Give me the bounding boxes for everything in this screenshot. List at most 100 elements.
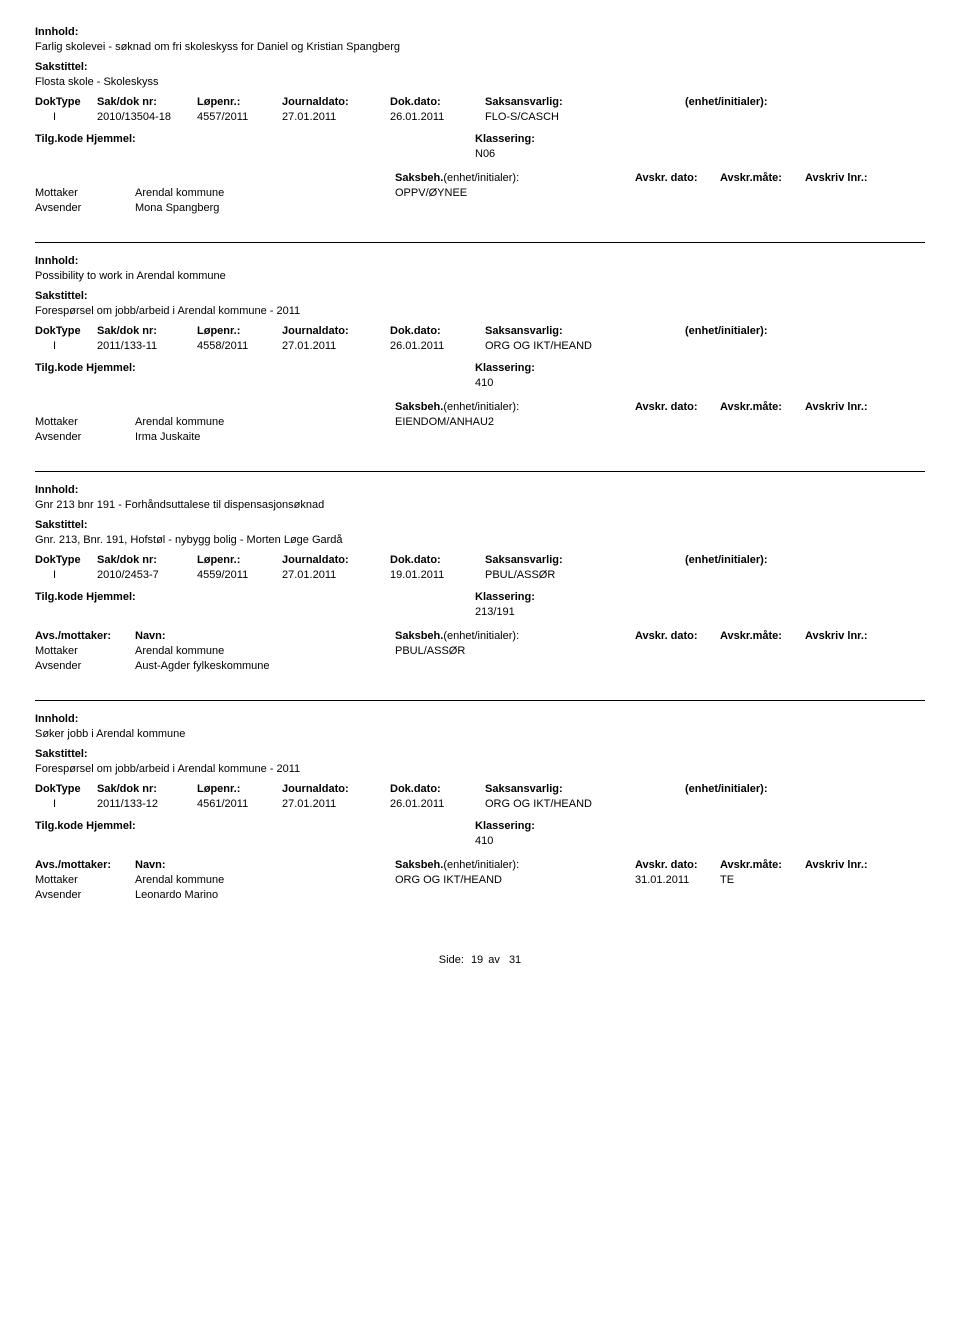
- doc-data-cell: 4557/2011: [197, 111, 282, 123]
- sakstittel-text: Flosta skole - Skoleskyss: [35, 76, 925, 88]
- party-cell: PBUL/ASSØR: [395, 645, 635, 657]
- party-cell: Mottaker: [35, 187, 135, 199]
- footer-side-label: Side:: [439, 954, 464, 966]
- party-row: MottakerArendal kommunePBUL/ASSØR: [35, 645, 925, 657]
- doc-data-cell: FLO-S/CASCH: [485, 111, 685, 123]
- party-cell: EIENDOM/ANHAU2: [395, 416, 635, 428]
- doc-header-cell: Saksansvarlig:: [485, 96, 685, 108]
- doc-data-cell: 4558/2011: [197, 340, 282, 352]
- record: Innhold:Søker jobb i Arendal kommuneSaks…: [35, 713, 925, 929]
- doc-header-cell: Dok.dato:: [390, 325, 485, 337]
- doc-header-row: DokTypeSak/dok nr:Løpenr.:Journaldato:Do…: [35, 325, 925, 337]
- party-header-row: Avs./mottaker:Navn:Saksbeh.(enhet/initia…: [35, 630, 925, 642]
- doc-header-cell: (enhet/initialer):: [685, 325, 855, 337]
- doc-data-row: I2011/133-124561/201127.01.201126.01.201…: [35, 798, 925, 810]
- innhold-label: Innhold:: [35, 26, 925, 38]
- doc-data-cell: 19.01.2011: [390, 569, 485, 581]
- records-container: Innhold:Farlig skolevei - søknad om fri …: [35, 26, 925, 929]
- innhold-text: Possibility to work in Arendal kommune: [35, 270, 925, 282]
- sakstittel-label: Sakstittel:: [35, 61, 925, 73]
- klassering-label: Klassering:: [475, 591, 875, 603]
- party-header-cell: Saksbeh.(enhet/initialer):: [395, 630, 635, 642]
- doc-header-cell: Saksansvarlig:: [485, 783, 685, 795]
- party-header-cell: Saksbeh.(enhet/initialer):: [395, 401, 635, 413]
- party-cell: [805, 645, 895, 657]
- party-header-cell: Avskriv lnr.:: [805, 401, 895, 413]
- doc-header-cell: DokType: [35, 325, 97, 337]
- party-row: AvsenderLeonardo Marino: [35, 889, 925, 901]
- party-row: AvsenderMona Spangberg: [35, 202, 925, 214]
- klassering-block: Klassering:N06: [475, 133, 875, 160]
- doktype-value: I: [35, 340, 97, 352]
- party-cell: OPPV/ØYNEE: [395, 187, 635, 199]
- party-cell: [395, 202, 635, 214]
- party-cell: Mottaker: [35, 874, 135, 886]
- party-cell: [805, 874, 895, 886]
- party-cell: [635, 889, 720, 901]
- doc-header-cell: Løpenr.:: [197, 554, 282, 566]
- party-header-cell: Avs./mottaker:: [35, 630, 135, 642]
- sakstittel-text: Gnr. 213, Bnr. 191, Hofstøl - nybygg bol…: [35, 534, 925, 546]
- sakdoknr-value: 2011/133-12: [97, 798, 197, 810]
- doc-header-row: DokTypeSak/dok nr:Løpenr.:Journaldato:Do…: [35, 554, 925, 566]
- doc-data-cell: [685, 569, 855, 581]
- party-cell: Mottaker: [35, 416, 135, 428]
- party-row: AvsenderIrma Juskaite: [35, 431, 925, 443]
- doc-data-cell: 26.01.2011: [390, 111, 485, 123]
- party-header-cell: Avskriv lnr.:: [805, 859, 895, 871]
- party-cell: TE: [720, 874, 805, 886]
- doc-data-cell: 26.01.2011: [390, 798, 485, 810]
- doc-header-cell: Sak/dok nr:: [97, 96, 197, 108]
- doc-header-cell: Journaldato:: [282, 325, 390, 337]
- sakstittel-label: Sakstittel:: [35, 748, 925, 760]
- party-row: AvsenderAust-Agder fylkeskommune: [35, 660, 925, 672]
- party-cell: [395, 660, 635, 672]
- doc-data-row: I2010/2453-74559/201127.01.201119.01.201…: [35, 569, 925, 581]
- party-cell: [805, 431, 895, 443]
- party-cell: [635, 416, 720, 428]
- party-header-cell: Navn:: [135, 630, 395, 642]
- doc-header-cell: Sak/dok nr:: [97, 554, 197, 566]
- party-cell: [720, 889, 805, 901]
- doc-data-row: I2011/133-114558/201127.01.201126.01.201…: [35, 340, 925, 352]
- doc-header-cell: DokType: [35, 783, 97, 795]
- party-header-cell: Avskriv lnr.:: [805, 172, 895, 184]
- innhold-label: Innhold:: [35, 255, 925, 267]
- doc-data-row: I2010/13504-184557/201127.01.201126.01.2…: [35, 111, 925, 123]
- doc-header-cell: Løpenr.:: [197, 783, 282, 795]
- doc-header-cell: (enhet/initialer):: [685, 96, 855, 108]
- party-cell: Arendal kommune: [135, 645, 395, 657]
- hjemmel-label: Hjemmel:: [86, 591, 136, 603]
- party-header-cell: Saksbeh.(enhet/initialer):: [395, 859, 635, 871]
- tilg-row: Tilg.kode Hjemmel:Klassering:410: [35, 362, 925, 389]
- party-header-cell: Saksbeh.(enhet/initialer):: [395, 172, 635, 184]
- party-cell: Avsender: [35, 889, 135, 901]
- doc-data-cell: [685, 340, 855, 352]
- doc-header-cell: Sak/dok nr:: [97, 325, 197, 337]
- party-cell: [635, 660, 720, 672]
- doc-data-cell: [685, 798, 855, 810]
- party-header-row: Avs./mottaker:Navn:Saksbeh.(enhet/initia…: [35, 401, 925, 413]
- doc-header-cell: Løpenr.:: [197, 325, 282, 337]
- party-header-cell: Avskr. dato:: [635, 401, 720, 413]
- party-cell: [805, 202, 895, 214]
- doc-header-cell: Sak/dok nr:: [97, 783, 197, 795]
- party-cell: Avsender: [35, 660, 135, 672]
- klassering-label: Klassering:: [475, 133, 875, 145]
- hjemmel-label: Hjemmel:: [86, 820, 136, 832]
- party-cell: [805, 660, 895, 672]
- party-cell: [635, 645, 720, 657]
- party-cell: Aust-Agder fylkeskommune: [135, 660, 395, 672]
- footer-total: 31: [509, 954, 521, 966]
- doktype-value: I: [35, 569, 97, 581]
- record: Innhold: Possibility to work in Arendal k…: [35, 255, 925, 472]
- doc-header-cell: Dok.dato:: [390, 554, 485, 566]
- party-header-cell: Avskr.måte:: [720, 401, 805, 413]
- party-header-row: Avs./mottaker:Navn:Saksbeh.(enhet/initia…: [35, 172, 925, 184]
- party-cell: [395, 431, 635, 443]
- doc-header-cell: Løpenr.:: [197, 96, 282, 108]
- party-cell: [635, 202, 720, 214]
- doc-header-cell: (enhet/initialer):: [685, 783, 855, 795]
- saksbeh-enhet-label: (enhet/initialer):: [443, 630, 519, 642]
- tilg-row: Tilg.kode Hjemmel:Klassering:213/191: [35, 591, 925, 618]
